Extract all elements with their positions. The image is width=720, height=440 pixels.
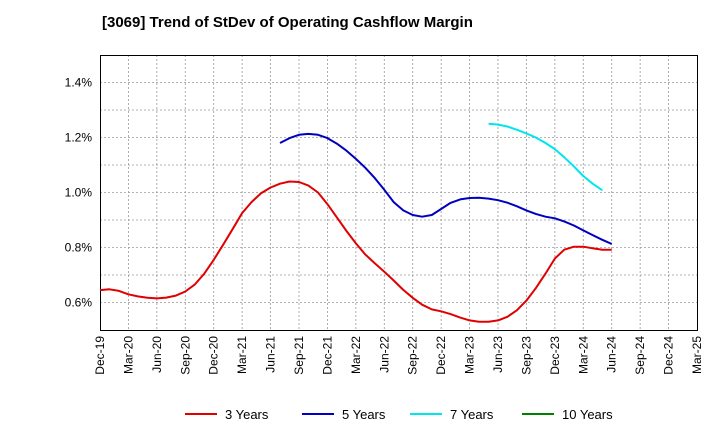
legend-label: 3 Years — [225, 407, 269, 422]
x-tick-label: Mar-24 — [576, 336, 590, 374]
series-lines — [99, 122, 613, 323]
plot-area — [100, 55, 698, 331]
y-tick-label: 0.8% — [65, 241, 93, 255]
y-axis: 0.6% 0.8% 1.0% 1.2% 1.4% — [65, 76, 93, 310]
x-tick-label: Dec-21 — [320, 336, 334, 375]
x-axis: Dec-19 Mar-20 Jun-20 Sep-20 Dec-20 Mar-21 Jun-… — [93, 336, 704, 375]
legend-label: 10 Years — [562, 407, 613, 422]
x-tick-label: Jun-20 — [150, 336, 164, 373]
series-line-3-years — [99, 180, 612, 323]
x-tick-label: Mar-21 — [235, 336, 249, 374]
x-tick-label: Sep-21 — [292, 336, 306, 375]
x-tick-label: Dec-24 — [662, 336, 676, 375]
x-tick-label: Dec-22 — [434, 336, 448, 375]
series-line-7-years — [488, 122, 603, 192]
y-tick-label: 1.0% — [65, 186, 93, 200]
x-tick-label: Mar-20 — [121, 336, 135, 374]
x-tick-label: Sep-22 — [406, 336, 420, 375]
series-line-5-years — [279, 132, 613, 245]
chart-title: [3069] Trend of StDev of Operating Cashf… — [102, 14, 473, 31]
y-tick-label: 1.2% — [65, 131, 93, 145]
x-tick-label: Jun-24 — [605, 336, 619, 373]
x-tick-label: Dec-19 — [93, 336, 107, 375]
grid-lines — [100, 55, 697, 330]
x-tick-label: Sep-23 — [519, 336, 533, 375]
y-tick-label: 0.6% — [65, 296, 93, 310]
x-tick-label: Mar-25 — [690, 336, 704, 374]
x-tick-label: Dec-23 — [548, 336, 562, 375]
x-tick-label: Dec-20 — [207, 336, 221, 375]
x-tick-label: Mar-22 — [349, 336, 363, 374]
x-tick-label: Jun-22 — [377, 336, 391, 373]
y-tick-label: 1.4% — [65, 76, 93, 90]
legend-label: 7 Years — [450, 407, 494, 422]
legend: 3 Years 5 Years 7 Years 10 Years — [185, 407, 613, 422]
x-tick-label: Mar-23 — [463, 336, 477, 374]
x-tick-label: Sep-20 — [178, 336, 192, 375]
x-tick-label: Jun-21 — [264, 336, 278, 373]
x-tick-label: Jun-23 — [491, 336, 505, 373]
x-tick-label: Sep-24 — [633, 336, 647, 375]
legend-label: 5 Years — [342, 407, 386, 422]
